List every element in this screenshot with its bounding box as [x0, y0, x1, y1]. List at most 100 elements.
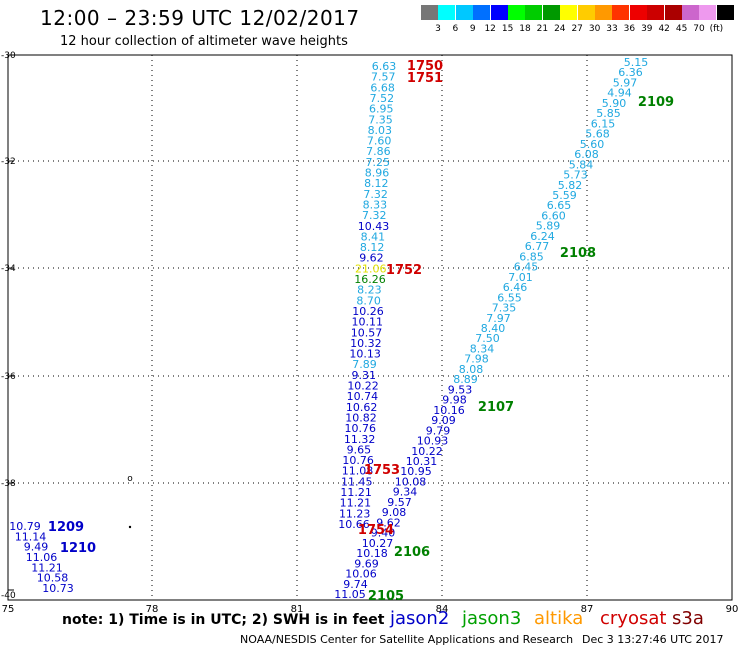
- wave-height-value: 16.26: [354, 273, 386, 286]
- wave-height-value: 9.31: [352, 369, 377, 382]
- wave-height-value: 9.74: [343, 578, 368, 591]
- legend-label: (ft): [709, 24, 724, 34]
- time-stamp: 2108: [560, 246, 596, 261]
- wave-height-value: 5.89: [536, 220, 561, 233]
- wave-height-value: 6.65: [547, 199, 572, 212]
- satellite-label-jason2: jason2: [390, 608, 450, 629]
- wave-height-value: 6.77: [525, 240, 550, 253]
- longitude-label: 90: [726, 604, 739, 615]
- time-stamp: 1753: [364, 463, 400, 478]
- wave-height-value: 6.36: [618, 66, 643, 79]
- wave-height-value: 11.08: [342, 465, 374, 478]
- wave-height-value: 8.12: [360, 241, 385, 254]
- wave-height-value: 10.73: [42, 582, 74, 595]
- wave-height-value: 6.08: [574, 148, 599, 161]
- wave-height-value: 7.35: [368, 113, 393, 126]
- wave-height-value: 9.34: [393, 486, 418, 499]
- latitude-label: -32: [1, 157, 16, 167]
- wave-height-value: 5.15: [624, 56, 649, 69]
- chart-title: 12:00 – 23:59 UTC 12/02/2017: [40, 6, 360, 30]
- wave-height-value: 6.24: [530, 230, 555, 243]
- wave-height-value: 8.34: [470, 342, 495, 355]
- wave-height-value: 10.66: [338, 518, 370, 531]
- legend-swatch: [595, 5, 612, 20]
- wave-height-value: 7.60: [367, 135, 392, 148]
- wave-height-value: 7.57: [371, 71, 396, 84]
- legend-swatch: [473, 5, 491, 20]
- wave-height-value: 7.86: [366, 145, 391, 158]
- wave-height-value: 10.22: [347, 380, 379, 393]
- wave-height-value: 9.09: [431, 414, 456, 427]
- time-stamp: 1209: [48, 520, 84, 535]
- wave-height-value: 4.94: [607, 87, 632, 100]
- wave-height-value: 9.40: [371, 527, 396, 540]
- wave-height-value: 9.62: [359, 252, 384, 265]
- wave-height-value: 10.57: [351, 326, 383, 339]
- longitude-label: 84: [436, 604, 449, 615]
- wave-height-value: 7.01: [508, 271, 533, 284]
- wave-height-value: 10.79: [9, 520, 41, 533]
- wave-height-value: 8.70: [356, 294, 381, 307]
- time-stamp: 2106: [394, 545, 430, 560]
- axis-labels: -30 -32 -34 -36 -38 -40 75 78 81 84 87 90: [1, 51, 738, 615]
- wave-height-value: 10.11: [352, 316, 384, 329]
- time-stamp: 1750: [407, 59, 443, 74]
- wave-height-value: 11.21: [340, 497, 372, 510]
- latitude-label: -40: [1, 591, 16, 601]
- wave-height-value: 7.32: [363, 188, 388, 201]
- legend-swatch: [525, 5, 543, 20]
- legend-label: 45: [675, 24, 688, 34]
- legend-label: 6: [452, 24, 459, 34]
- latitude-label: -34: [1, 264, 16, 274]
- legend-swatch: [577, 5, 595, 20]
- wave-height-value: 10.74: [347, 390, 379, 403]
- wave-height-value: 10.32: [350, 337, 382, 350]
- wave-height-value: 7.97: [486, 312, 511, 325]
- map-grid: [8, 55, 732, 600]
- wave-height-value: 9.08: [382, 506, 407, 519]
- time-stamp: 1752: [386, 263, 422, 278]
- wave-height-value: 6.63: [372, 60, 397, 73]
- wave-height-value: 9.57: [387, 496, 412, 509]
- legend-label: 36: [623, 24, 636, 34]
- wave-height-value: 5.84: [569, 158, 594, 171]
- legend-swatch: [612, 5, 630, 20]
- legend-swatch: [716, 5, 734, 20]
- satellite-label-altika: altika: [534, 608, 584, 629]
- wave-height-value: 21.06: [355, 262, 387, 275]
- legend-swatch: [508, 5, 525, 20]
- wave-height-value: 5.97: [613, 76, 638, 89]
- wave-height-value: 8.23: [357, 284, 382, 297]
- map-frame: [7, 54, 733, 601]
- wave-height-value: 5.90: [602, 97, 627, 110]
- time-stamp: 2109: [638, 95, 674, 110]
- legend-label: 12: [484, 24, 496, 34]
- legend-label: 27: [571, 24, 583, 34]
- legend-swatch: [490, 5, 508, 20]
- wave-height-value: 10.22: [411, 445, 443, 458]
- wave-height-value: 9.65: [347, 443, 372, 456]
- wave-height-value: 6.15: [591, 117, 616, 130]
- legend-label: 18: [519, 24, 531, 34]
- longitude-label: 81: [291, 604, 304, 615]
- wave-height-value: 11.06: [26, 551, 58, 564]
- wave-height-value: 11.45: [341, 475, 373, 488]
- wave-height-value: 10.93: [417, 435, 449, 448]
- longitude-label: 78: [146, 604, 159, 615]
- map-border: [7, 54, 733, 601]
- wave-height-value: 7.98: [464, 353, 489, 366]
- legend-swatch: [664, 5, 682, 20]
- wave-height-value: 8.96: [365, 167, 390, 180]
- legend-swatch: [421, 5, 438, 20]
- wave-height-value: 10.62: [346, 401, 378, 414]
- legend-label: 70: [693, 24, 705, 34]
- wave-height-value: 5.60: [580, 138, 605, 151]
- chart-subtitle: 12 hour collection of altimeter wave hei…: [60, 34, 348, 49]
- wave-height-value: 11.32: [344, 433, 376, 446]
- legend-swatch: [455, 5, 473, 20]
- wave-height-value: 8.40: [481, 322, 506, 335]
- wave-height-value: 5.68: [585, 128, 610, 141]
- time-stamp: 1210: [60, 541, 96, 556]
- wave-height-value: 10.76: [345, 422, 377, 435]
- legend-swatch: [682, 5, 699, 20]
